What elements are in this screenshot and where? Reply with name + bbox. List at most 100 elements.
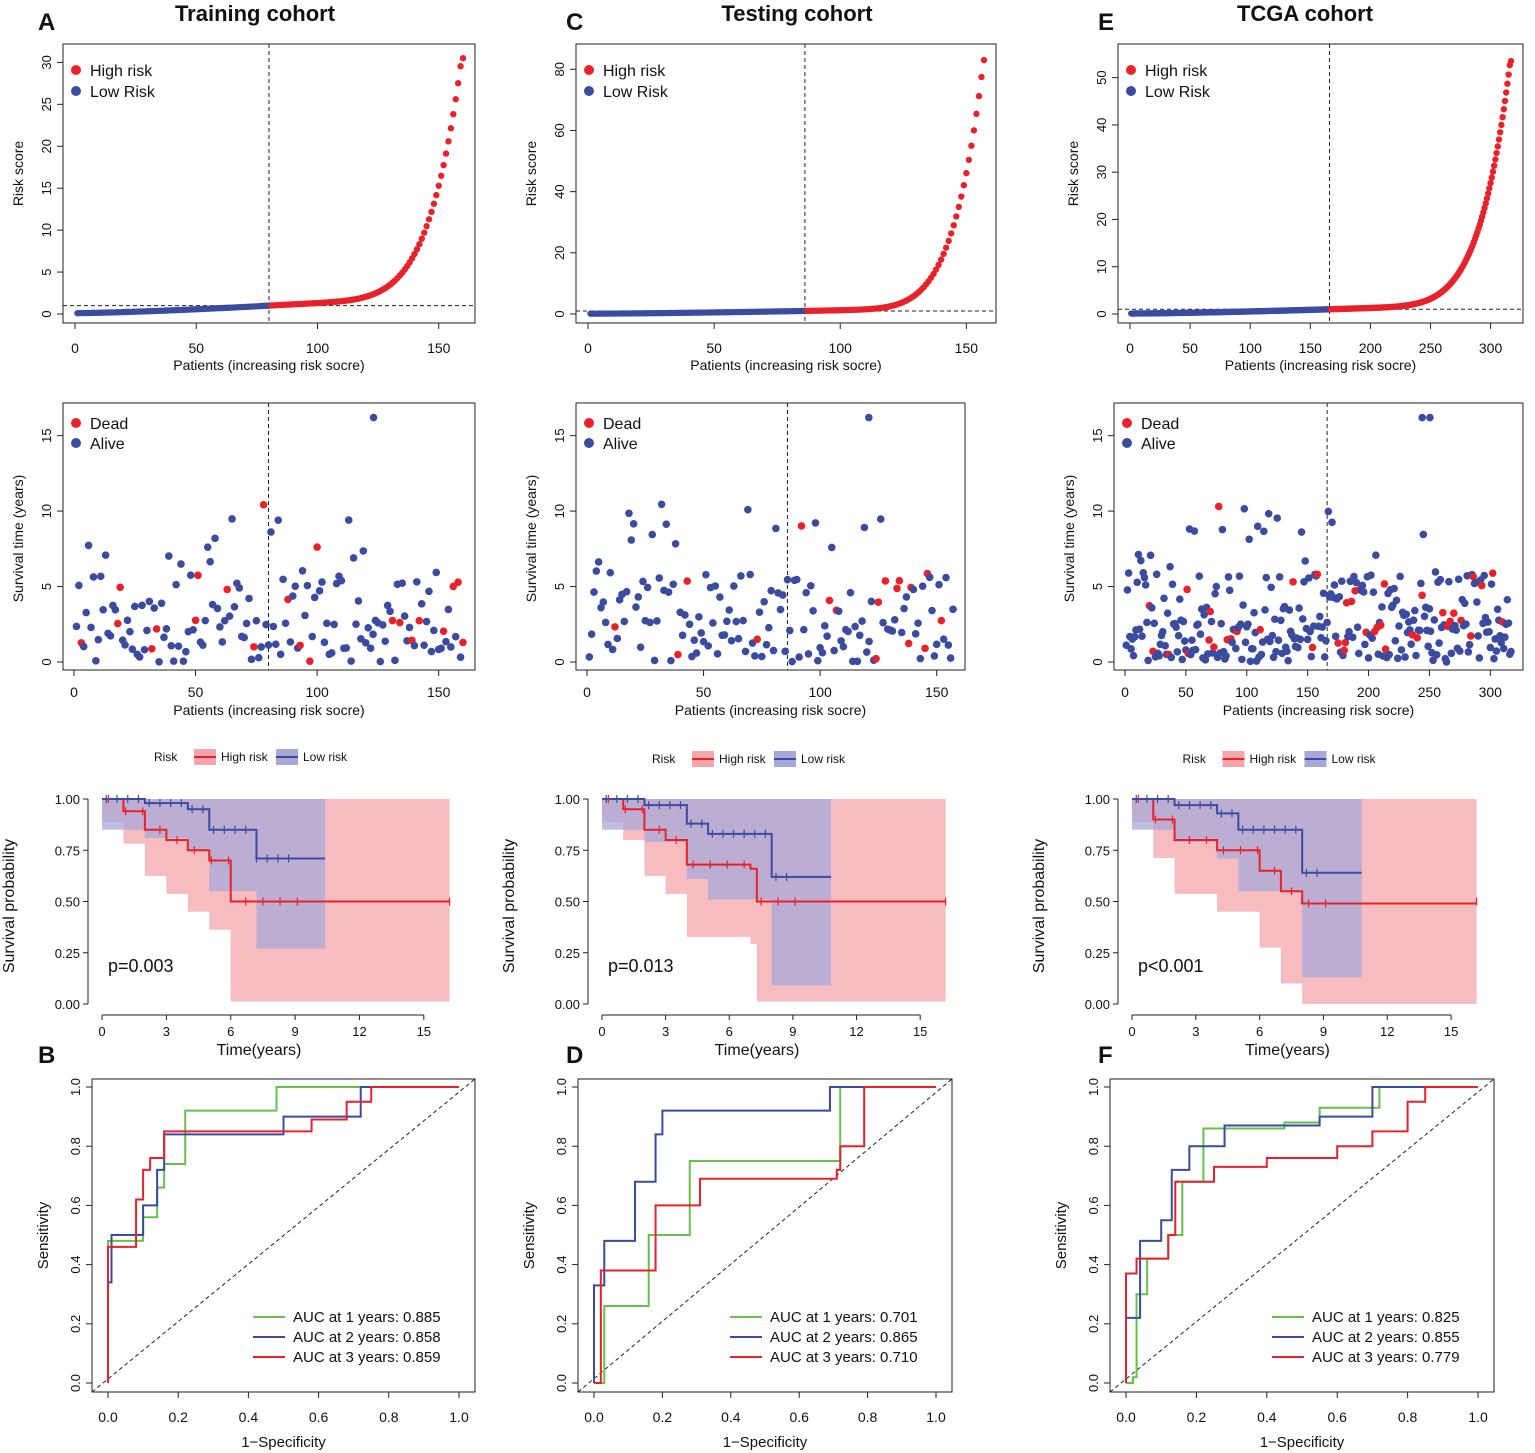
x-axis-label: Patients (increasing risk socre) [173, 702, 364, 718]
x-tick-label: 100 [1239, 340, 1263, 356]
legend-label: Low Risk [603, 84, 669, 101]
risk-point [975, 92, 983, 100]
dead-point [1449, 609, 1458, 617]
alive-point [391, 656, 399, 665]
legend-marker [71, 65, 81, 75]
roc-plot: 0.0 0.0 0.2 0.2 0.4 0.4 0.6 0.6 0.8 0.8 1.0 1.0 1−Sp… [1053, 1078, 1495, 1451]
alive-point [262, 620, 270, 629]
alive-point [1268, 631, 1277, 640]
y-tick-label: 0.75 [55, 843, 80, 858]
alive-point [1144, 656, 1152, 665]
alive-point [767, 586, 775, 595]
alive-point [716, 593, 724, 601]
x-axis-label: 1−Specificity [723, 1434, 808, 1451]
alive-point [128, 645, 137, 653]
alive-point [1236, 620, 1245, 628]
risk-score-plot: 0 5 10 15 20 25 30 0 50 100 150 Patients (increasin… [10, 43, 476, 373]
alive-point [734, 634, 743, 643]
y-tick-label: 40 [552, 184, 567, 198]
x-tick-label: 300 [1479, 340, 1503, 356]
alive-point [1190, 527, 1199, 535]
alive-point [359, 547, 368, 555]
alive-point [298, 566, 307, 575]
y-axis-label: Survival time (years) [523, 475, 539, 603]
alive-point [94, 635, 103, 644]
alive-point [1454, 575, 1463, 584]
alive-point [909, 585, 918, 594]
alive-point [800, 625, 808, 634]
plot-frame [575, 43, 997, 324]
y-tick-label: 0.4 [1086, 1256, 1101, 1274]
x-axis-label: Patients (increasing risk socre) [675, 702, 866, 718]
alive-point [900, 604, 908, 613]
alive-point [811, 519, 820, 527]
dead-point [1469, 572, 1478, 581]
alive-point [1244, 620, 1252, 628]
alive-point [1212, 582, 1221, 591]
alive-point [587, 630, 596, 638]
alive-point [432, 568, 441, 577]
alive-point [1275, 573, 1284, 581]
x-tick-label: 0.0 [584, 1409, 604, 1425]
alive-point [1418, 413, 1427, 422]
risk-point [1494, 143, 1501, 150]
alive-point [1261, 606, 1269, 614]
alive-point [916, 654, 925, 663]
alive-point [354, 597, 363, 605]
risk-point [948, 230, 955, 237]
alive-point [1372, 551, 1380, 560]
y-tick-label: 0.75 [1085, 843, 1110, 858]
km-legend-label: High risk [1250, 752, 1298, 766]
alive-point [413, 578, 421, 586]
dead-point [797, 522, 806, 530]
alive-point [918, 582, 927, 591]
alive-point [690, 636, 699, 644]
alive-point [1348, 633, 1357, 642]
dead-point [223, 585, 231, 594]
dead-point [1256, 625, 1264, 634]
auc-legend-label: AUC at 2 years: 0.865 [770, 1329, 918, 1346]
alive-point [1490, 654, 1498, 663]
alive-point [1133, 578, 1141, 587]
km-plot: Risk High risk Low risk 0.00 0.25 0.50 0.75 1.0… [1, 749, 451, 1059]
x-tick-label: 0.2 [168, 1409, 188, 1425]
y-tick-label: 10 [552, 504, 567, 518]
alive-point [211, 534, 219, 543]
x-tick-label: 15 [913, 1024, 927, 1039]
auc-legend-label: AUC at 1 years: 0.885 [293, 1309, 441, 1326]
alive-point [1337, 577, 1346, 585]
alive-point [352, 620, 360, 629]
alive-point [776, 605, 785, 614]
dead-point [904, 639, 913, 648]
risk-point [447, 124, 455, 132]
y-tick-label: 0.0 [554, 1374, 569, 1392]
alive-point [1140, 573, 1149, 582]
alive-point [888, 627, 897, 635]
alive-point [781, 647, 789, 656]
alive-point [75, 581, 83, 590]
km-legend-label: High risk [221, 750, 269, 764]
cohort-title: Training cohort [175, 1, 336, 26]
alive-point [662, 520, 671, 528]
x-axis-label: Patients (increasing risk socre) [1223, 702, 1414, 718]
alive-point [225, 612, 234, 621]
alive-point [648, 530, 657, 539]
x-tick-label: 100 [808, 684, 832, 700]
alive-point [89, 573, 98, 581]
y-tick-label: 0.4 [68, 1256, 83, 1274]
alive-point [1497, 638, 1506, 647]
x-axis-label: 1−Specificity [1260, 1434, 1345, 1451]
dead-point [1341, 638, 1350, 647]
legend-marker [1122, 438, 1132, 448]
alive-point [1474, 632, 1482, 640]
alive-point [839, 642, 848, 651]
alive-point [1232, 644, 1240, 653]
risk-point [421, 229, 428, 236]
x-tick-label: 100 [829, 340, 853, 356]
legend-label: Dead [1141, 416, 1179, 433]
alive-point [1158, 627, 1167, 636]
alive-point [1207, 617, 1216, 626]
x-tick-label: 0.8 [379, 1409, 399, 1425]
alive-point [162, 625, 171, 633]
